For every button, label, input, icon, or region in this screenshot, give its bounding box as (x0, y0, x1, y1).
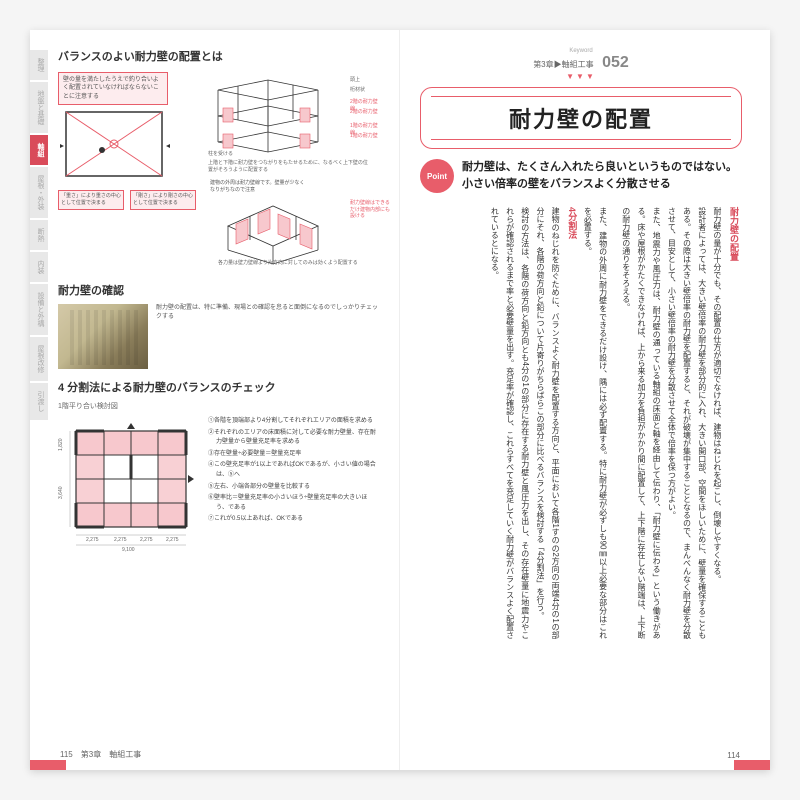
column-head: 4分割法 (563, 207, 580, 641)
label: 2階の耐力壁 (350, 108, 378, 115)
svg-text:2,275: 2,275 (114, 537, 127, 543)
note: ②それぞれのエリアの床面積に対して必要な耐力壁量、存在耐力壁量から壁量充足率を求… (208, 429, 379, 448)
side-tab: 断熱 (30, 220, 48, 250)
svg-text:9,100: 9,100 (122, 547, 135, 553)
column-head: 耐力壁の配置 (725, 207, 742, 641)
svg-text:2,275: 2,275 (140, 537, 153, 543)
section1-title: バランスのよい耐力壁の配置とは (58, 48, 379, 64)
note: ④この壁充足率が1以上であればOKであるが、小さい値の場合は、⑤へ (208, 461, 379, 480)
section3-title: 4 分割法による耐力壁のバランスのチェック (58, 379, 379, 395)
page-num-right: 114 (727, 751, 740, 760)
plan-subtitle: 1階平り合い検討図 (58, 401, 379, 411)
page-num-left: 115 第3章 軸組工事 (60, 749, 141, 760)
note: ⑤左右、小端各部分の壁量を比較する (208, 483, 379, 493)
body-text: また、地震力や風圧力は、耐力壁の通っている軸組の床面と軸を経由して伝わり、「耐力… (619, 207, 665, 639)
plan-diagram (60, 106, 170, 184)
photo-block: 耐力壁の配置は、特に準備、現場との確認を怠ると面倒になるのでしっかりチェックする (58, 304, 379, 369)
callout: 「重さ」により重さの中心として位置で決まる (58, 190, 124, 210)
side-tab: 引渡し (30, 383, 48, 420)
topic-number: 052 (602, 54, 629, 71)
iso-diagram (218, 186, 348, 266)
note: ①各階を頂端部より4分割してそれぞれエリアの面積を求める (208, 417, 379, 427)
note: ③存在壁量÷必要壁量＝壁量充足率 (208, 450, 379, 460)
floor-plan-svg: 2,275 2,275 2,275 2,275 9,100 1,820 3,640 (58, 417, 203, 567)
body-text: 検討の方法は、各階の荷方向と鉛方向とも4分の1の部分に存在する耐力壁と風圧力を出… (487, 207, 533, 639)
side-tab: 屋根改修 (30, 337, 48, 381)
title-block: 耐力壁の配置 (420, 87, 742, 149)
chapter-label: 第3章▶軸組工事 (533, 60, 593, 69)
section2-title: 耐力壁の確認 (58, 282, 379, 298)
point-text: 耐力壁は、たくさん入れたら良いというものではない。小さい倍率の壁をバランスよく分… (462, 159, 742, 192)
side-tab: 整理 (30, 50, 48, 80)
caption: 各力量は壁力壁線より片方向に対してのみは効くよう配置する (218, 260, 378, 267)
callout: 壁の量を満たしたうえで釣り合いよく配置されていなければならないことに注意する (58, 72, 168, 105)
label: 桁材状 (350, 86, 365, 93)
side-tabs: 整理 地盤と基礎 軸組 屋根・外装 断熱 内装 設備と外構 屋根改修 引渡し (30, 50, 48, 422)
svg-text:3,640: 3,640 (58, 486, 64, 499)
diagram-balance: 壁の量を満たしたうえで釣り合いよく配置されていなければならないことに注意する 「… (58, 70, 379, 270)
floor-plan-block: 2,275 2,275 2,275 2,275 9,100 1,820 3,640 ①各階… (58, 417, 379, 577)
side-tab-active: 軸組 (30, 135, 48, 165)
side-tab: 設備と外構 (30, 284, 48, 335)
body-text: 建物のねじれを防ぐために、バランスよく耐力壁を配置する方向と、平面において各階1… (533, 207, 563, 639)
caption: 上階と下階に耐力壁をつながりをもたせるために、なるべく上下壁の位置がそろうように… (208, 160, 368, 173)
plan-notes: ①各階を頂端部より4分割してそれぞれエリアの面積を求める ②それぞれのエリアの床… (208, 417, 379, 525)
side-tab: 内装 (30, 252, 48, 282)
point-row: Point 耐力壁は、たくさん入れたら良いというものではない。小さい倍率の壁をバ… (420, 159, 742, 193)
main-title: 耐力壁の配置 (431, 102, 731, 134)
svg-text:1,820: 1,820 (58, 438, 64, 451)
column-a: 耐力壁の配置 耐力壁の量が十分でも、その配置の仕方が適切でなければ、建物はねじれ… (619, 207, 742, 647)
svg-text:2,275: 2,275 (166, 537, 179, 543)
body-text: また、建物の外周に耐力壁をできるだけ設け、隅には必ず配置する。特に耐力壁が必ずし… (580, 207, 610, 639)
body-columns: 耐力壁の配置 耐力壁の量が十分でも、その配置の仕方が適切でなければ、建物はねじれ… (420, 207, 742, 647)
label: 1階の耐力壁 (350, 132, 378, 139)
page-bar (734, 760, 770, 770)
body-text: 耐力壁の量が十分でも、その配置の仕方が適切でなければ、建物はねじれを起こし、倒壊… (710, 207, 725, 639)
body-text: 設計者によっては、大きい壁倍率の耐力壁を部分的に入れ、大きい開口部、空間をほしい… (664, 207, 710, 639)
column-b: また、建物の外周に耐力壁をできるだけ設け、隅には必ず配置する。特に耐力壁が必ずし… (487, 207, 610, 647)
keyword-header: Keyword 第3章▶軸組工事 052 ▼▼▼ (420, 48, 742, 81)
label: 柱を受ける (208, 150, 233, 157)
caption: 建物の外周は耐力壁線です。壁量が少なくなりがちなので注意 (208, 178, 308, 196)
construction-photo (58, 304, 148, 369)
page-left: 整理 地盤と基礎 軸組 屋根・外装 断熱 内装 設備と外構 屋根改修 引渡し バ… (30, 30, 400, 770)
side-tab: 屋根・外装 (30, 167, 48, 218)
label: 頭上 (350, 76, 360, 83)
note: ⑥壁率比＝壁量充足率の小さいほう÷壁量充足率の大きいほう、である (208, 494, 379, 513)
note: ⑦これが0.5以上あれば、OKである (208, 515, 379, 525)
svg-text:2,275: 2,275 (86, 537, 99, 543)
side-tab: 地盤と基礎 (30, 82, 48, 133)
page-bar (30, 760, 66, 770)
point-badge: Point (420, 159, 454, 193)
page-right: Keyword 第3章▶軸組工事 052 ▼▼▼ 耐力壁の配置 Point 耐力… (400, 30, 770, 770)
caption: 耐力壁線はできるだけ建物内部にも設ける (350, 200, 390, 220)
callout: 「剛さ」により剛さの中心として位置で決まる (130, 190, 196, 210)
keyword-label: Keyword (420, 48, 742, 54)
